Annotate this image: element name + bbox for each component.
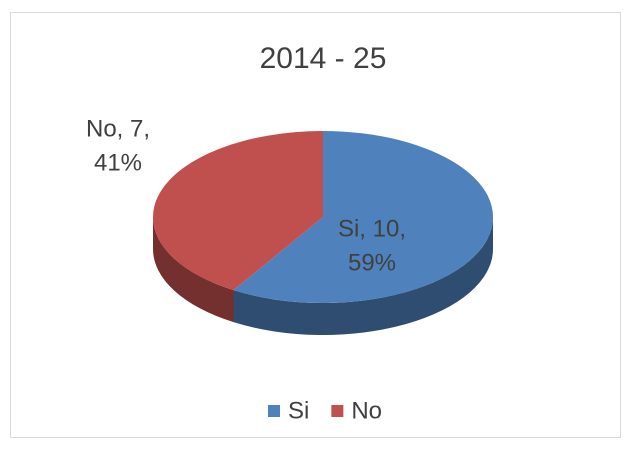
data-label: No, 7, bbox=[86, 115, 150, 142]
legend-label: Si bbox=[288, 397, 309, 424]
data-label: Si, 10, bbox=[338, 215, 406, 242]
data-label: 59% bbox=[348, 249, 396, 276]
pie-slice bbox=[233, 131, 493, 303]
legend-label: No bbox=[351, 397, 382, 424]
legend-swatch bbox=[331, 405, 344, 417]
data-label: 41% bbox=[94, 149, 142, 176]
chart-title: 2014 - 25 bbox=[260, 42, 387, 75]
pie-slice-side bbox=[233, 217, 493, 336]
pie-slice bbox=[153, 131, 323, 291]
legend-swatch bbox=[268, 405, 280, 417]
pie-slice-side bbox=[153, 217, 234, 323]
